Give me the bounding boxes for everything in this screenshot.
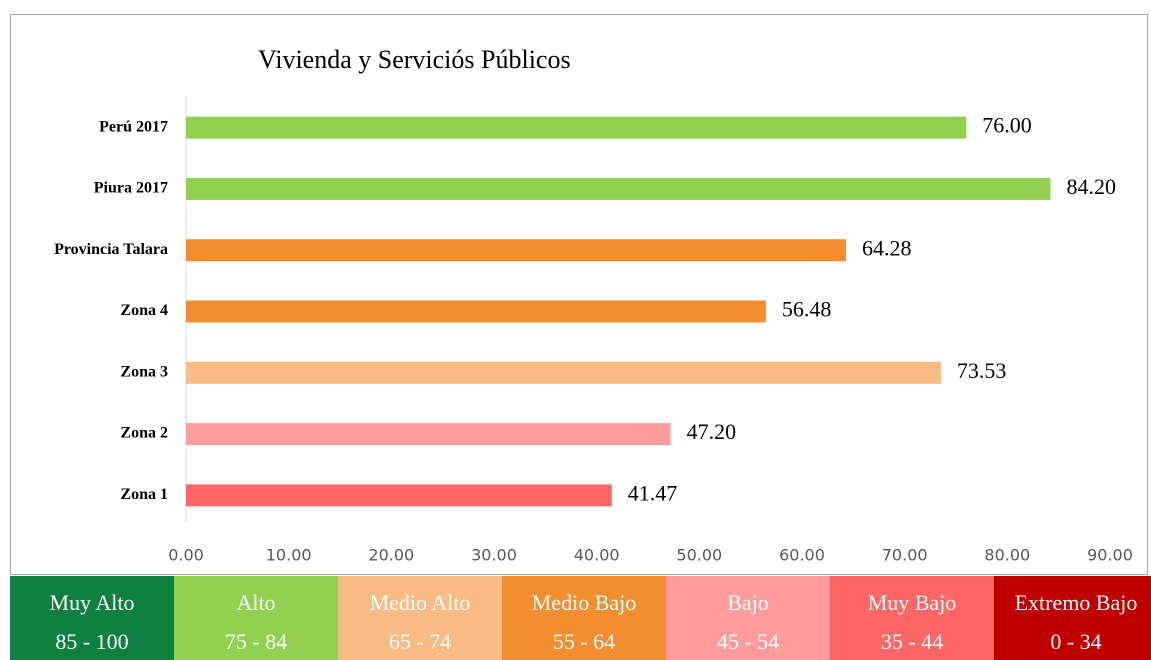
- bar: [186, 116, 967, 139]
- bar: [186, 300, 766, 323]
- x-tick-label: 50.00: [676, 546, 722, 565]
- legend-range: 65 - 74: [389, 629, 451, 654]
- y-tick-label: Provincia Talara: [54, 241, 168, 258]
- legend-label: Muy Alto: [50, 590, 135, 615]
- data-label: 64.28: [862, 235, 912, 260]
- x-tick-label: 10.00: [266, 546, 312, 565]
- legend-swatch: [338, 576, 502, 660]
- legend-label: Alto: [236, 590, 275, 615]
- chart-frame: [10, 14, 1148, 575]
- legend-range: 35 - 44: [881, 629, 943, 654]
- legend-swatch: [10, 576, 174, 660]
- data-label: 84.20: [1066, 174, 1116, 199]
- legend-range: 45 - 54: [717, 629, 779, 654]
- legend-swatch: [174, 576, 338, 660]
- x-tick-label: 70.00: [882, 546, 928, 565]
- x-tick-label: 30.00: [471, 546, 517, 565]
- x-tick-label: 90.00: [1087, 546, 1133, 565]
- data-label: 56.48: [782, 297, 832, 322]
- legend-range: 0 - 34: [1050, 629, 1101, 654]
- bar: [186, 239, 846, 262]
- legend-label: Muy Bajo: [868, 590, 957, 615]
- data-label: 76.00: [982, 113, 1031, 138]
- data-label: 73.53: [957, 358, 1007, 383]
- legend-swatch: [502, 576, 666, 660]
- y-tick-label: Zona 4: [120, 302, 168, 319]
- legend-label: Bajo: [727, 590, 769, 615]
- x-tick-label: 0.00: [168, 546, 204, 565]
- legend-label: Medio Alto: [370, 590, 471, 615]
- bar: [186, 484, 612, 507]
- legend-range: 75 - 84: [225, 629, 287, 654]
- legend-swatch: [994, 576, 1151, 660]
- bar: [186, 177, 1051, 200]
- data-label: 47.20: [687, 419, 737, 444]
- x-tick-label: 80.00: [984, 546, 1030, 565]
- y-tick-label: Piura 2017: [94, 180, 168, 197]
- x-tick-label: 60.00: [779, 546, 825, 565]
- y-tick-label: Zona 3: [120, 363, 168, 380]
- x-tick-label: 40.00: [574, 546, 620, 565]
- y-tick-label: Zona 1: [120, 486, 168, 503]
- x-tick-label: 20.00: [368, 546, 414, 565]
- chart-title: Vivienda y Serviciós Públicos: [258, 45, 571, 74]
- data-label: 41.47: [628, 480, 678, 505]
- legend-range: 85 - 100: [55, 629, 128, 654]
- legend-label: Extremo Bajo: [1015, 590, 1138, 615]
- legend-range: 55 - 64: [553, 629, 615, 654]
- legend-swatch: [830, 576, 994, 660]
- y-tick-label: Perú 2017: [99, 118, 168, 135]
- y-tick-label: Zona 2: [120, 425, 168, 442]
- legend-label: Medio Bajo: [532, 590, 637, 615]
- bar: [186, 361, 941, 384]
- legend-swatch: [666, 576, 830, 660]
- bar: [186, 423, 671, 446]
